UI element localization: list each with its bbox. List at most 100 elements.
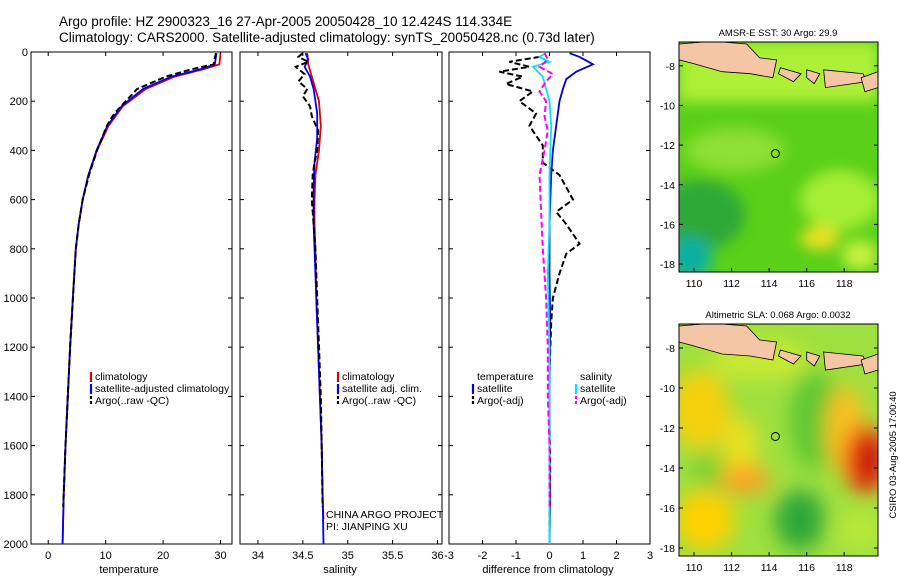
longitude-tick-label: 112: [723, 562, 740, 574]
latitude-tick-label: -12: [660, 140, 675, 152]
difference-x-tick-label: 0: [546, 550, 552, 562]
sst-field: [679, 42, 878, 272]
title-line-1: Argo profile: HZ 2900323_16 27-Apr-2005 …: [59, 14, 512, 29]
longitude-tick-label: 118: [836, 562, 853, 574]
difference-x-tick-label: 2: [613, 550, 619, 562]
difference-x-tick-label: -2: [478, 550, 488, 562]
legend-label: climatology: [342, 371, 395, 383]
sst-map-ticks: 110 112 114 116 118 -8 -10 -12 -14 -16 -18: [660, 61, 878, 290]
series-line-salinity-argo-adj-: [537, 52, 555, 508]
depth-tick-label: 600: [10, 195, 28, 207]
difference-x-tick-label: -1: [511, 550, 521, 562]
longitude-tick-label: 112: [723, 278, 740, 290]
depth-tick-label: 0: [22, 47, 28, 59]
latitude-tick-label: -12: [660, 423, 675, 435]
sst-map-panel: AMSR-E SST: 30 Argo: 29.9 110 112 114 116 11…: [660, 28, 879, 290]
difference-profiles: [499, 52, 596, 545]
latitude-tick-label: -10: [660, 100, 675, 112]
series-line-climatology: [61, 53, 222, 545]
temperature-panel: 0 200 400 600 800 1000 1200 1400 1600 1800 2000 0 10…: [4, 47, 233, 576]
series-line-temperature-argo-adj-: [499, 55, 581, 532]
legend-label: temperature: [477, 371, 534, 383]
land-masses: [679, 42, 878, 93]
difference-x-tick-label: 1: [580, 550, 586, 562]
series-line-temperature-satellite: [548, 52, 596, 545]
legend-label: satellite: [580, 383, 616, 395]
longitude-tick-label: 114: [761, 562, 778, 574]
difference-x-tick-label: -3: [444, 550, 454, 562]
temperature-x-tick-label: 20: [157, 550, 169, 562]
legend-label: Argo(..raw -QC): [95, 395, 169, 407]
temperature-x-tick-label: 0: [45, 550, 51, 562]
legend-label: Argo(-adj): [580, 395, 627, 407]
series-line-salinity-satellite: [531, 52, 553, 544]
profile-location-marker: [770, 149, 780, 159]
latitude-tick-label: -8: [666, 61, 675, 73]
depth-tick-label: 800: [10, 244, 28, 256]
land-polygon: [806, 69, 821, 85]
longitude-tick-label: 110: [686, 562, 703, 574]
salinity-profiles: [293, 52, 325, 545]
sla-map-ticks: 110 112 114 116 118 -8 -10 -12 -14 -16 -18: [660, 343, 878, 574]
salinity-x-tick-label: 35.5: [382, 550, 403, 562]
longitude-tick-label: 110: [686, 278, 703, 290]
difference-legend: temperaturesatelliteArgo(-adj)salinitysa…: [471, 371, 627, 407]
difference-x-tick-label: 3: [647, 550, 653, 562]
land-polygon: [778, 67, 802, 83]
land-polygon: [806, 351, 821, 367]
sla-map-title: Altimetric SLA: 0.068 Argo: 0.0032: [705, 310, 850, 321]
salinity-axis-ticks: 34 34.5 35 35.5 36: [240, 51, 444, 562]
sla-map-frame: [678, 323, 879, 557]
salinity-axis-label: salinity: [323, 564, 357, 576]
land-polygon: [679, 42, 778, 79]
salinity-panel: 34 34.5 35 35.5 36 salinity climatologysatel…: [239, 51, 444, 576]
profile-location-marker: [770, 431, 780, 441]
land-polygon: [679, 324, 778, 361]
sst-map-frame: [678, 41, 879, 273]
sla-map-panel: Altimetric SLA: 0.068 Argo: 0.0032 110 11: [660, 310, 879, 574]
land-masses: [679, 324, 878, 375]
temperature-axis-label: temperature: [99, 564, 158, 576]
land-polygon: [778, 349, 802, 365]
longitude-tick-label: 116: [798, 562, 815, 574]
land-polygon: [860, 353, 878, 375]
depth-tick-label: 1000: [4, 293, 28, 305]
sla-field: [679, 324, 878, 556]
difference-axis-label: difference from climatology: [482, 564, 614, 576]
temperature-x-tick-label: 10: [100, 550, 112, 562]
land-polygon: [860, 71, 878, 93]
latitude-tick-label: -14: [660, 180, 675, 192]
legend-label: satellite: [477, 383, 513, 395]
salinity-x-tick-label: 34.5: [292, 550, 313, 562]
legend-label: satellite-adjusted climatology: [95, 383, 230, 395]
depth-tick-label: 2000: [4, 539, 28, 551]
timestamp: CSIRO 03-Aug-2005 17:00:40: [888, 391, 899, 518]
difference-axis-ticks: -3 -2 -1 0 1 2 3: [444, 51, 653, 562]
salinity-x-tick-label: 35: [342, 550, 354, 562]
legend-label: climatology: [95, 371, 148, 383]
title-line-2: Climatology: CARS2000. Satellite-adjuste…: [59, 30, 595, 45]
depth-tick-label: 400: [10, 145, 28, 157]
series-line-argo-raw-qc-: [62, 52, 217, 508]
depth-tick-label: 200: [10, 96, 28, 108]
credit-line-1: CHINA ARGO PROJECT: [326, 509, 444, 521]
sst-map-title: AMSR-E SST: 30 Argo: 29.9: [719, 28, 838, 39]
latitude-tick-label: -8: [666, 343, 675, 355]
temperature-plot-frame: [30, 51, 233, 545]
salinity-plot-frame: [239, 51, 443, 545]
longitude-tick-label: 114: [761, 278, 778, 290]
latitude-tick-label: -10: [660, 383, 675, 395]
temperature-profiles: [61, 52, 222, 545]
latitude-tick-label: -14: [660, 463, 675, 475]
legend-label: salinity: [580, 371, 613, 383]
credit-line-2: PI: JIANPING XU: [326, 521, 408, 533]
salinity-x-tick-label: 36: [431, 550, 443, 562]
series-line-argo-raw-qc-: [293, 52, 324, 508]
temperature-axis-ticks: 0 200 400 600 800 1000 1200 1400 1600 1800 2000 0 10…: [4, 47, 232, 562]
salinity-x-tick-label: 34: [252, 550, 264, 562]
depth-tick-label: 1800: [4, 490, 28, 502]
legend-label: Argo(..raw -QC): [342, 395, 416, 407]
